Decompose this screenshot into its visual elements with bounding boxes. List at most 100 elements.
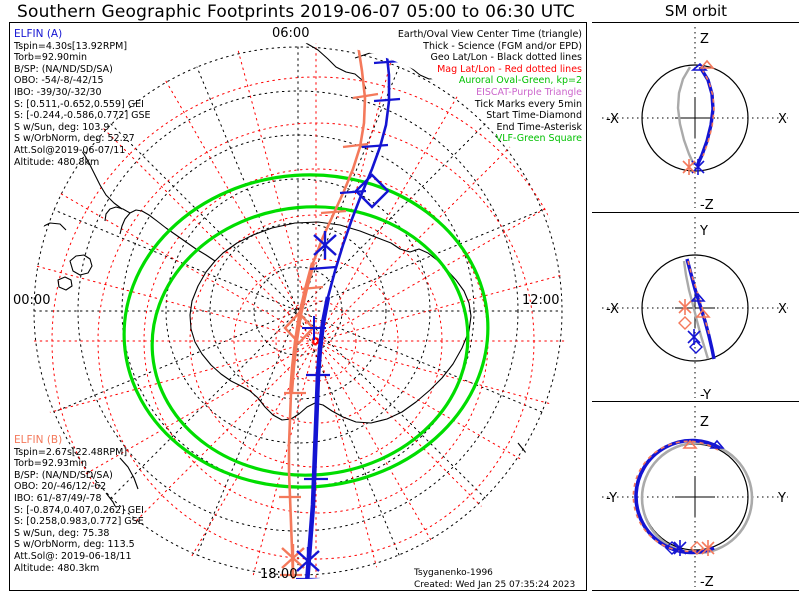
sm-orbit-panel-yz: Z -Z -Y Y: [592, 401, 799, 591]
axis-tick-cross-3: [675, 477, 715, 518]
sm-orbit-panel-xy: Y -Y -X X: [592, 211, 799, 402]
elfin-a-track: [296, 43, 401, 579]
sm-orange-triangle-1: [699, 59, 715, 69]
sm-axis-label-top-2: Y: [699, 224, 708, 239]
elfin-b-line-3: OBO: 20/-46/12/-62: [14, 481, 107, 493]
sm-gray-orbit-3: [640, 441, 754, 555]
elfin-a-line-5: S: [0.511,-0.652,0.559] GEI: [14, 98, 144, 110]
elfin-a-line-8: S w/OrbNorm, deg: 52.27: [14, 133, 135, 145]
elfin-b-end-asterisk: [281, 544, 305, 572]
sm-orange-orbit-2: [687, 260, 711, 337]
sm-orange-diamond-2: [678, 315, 692, 330]
sm-axis-label-right-2: X: [778, 302, 787, 317]
elfin-b-line-4: IBO: 61/-87/49/-78: [14, 492, 102, 504]
legend-item-4: Auroral Oval-Green, kp=2: [458, 75, 582, 87]
polar-map-plot: [30, 43, 566, 579]
legend-item-5: EISCAT-Purple Triangle: [476, 86, 582, 98]
legend-item-2: Geo Lat/Lon - Black dotted lines: [430, 52, 582, 64]
elfin-a-start-diamond: [354, 173, 390, 209]
sm-axis-label-left-2: -X: [606, 302, 619, 317]
elfin-a-end-asterisk: [296, 547, 320, 575]
sm-blue-diamond-2: [689, 339, 703, 354]
sm-orange-orbit-3: [632, 440, 719, 553]
elfin-a-line-6: S: [-0.244,-0.586,0.772] GSE: [14, 110, 151, 122]
sm-gray-orbit-1: [676, 66, 696, 166]
clock-label-left: 00:00: [13, 293, 51, 308]
legend-item-1: Thick - Science (FGM and/or EPD): [423, 40, 582, 52]
axis-tick-cross-1: [675, 98, 715, 138]
legend-item-3: Mag Lat/Lon - Red dotted lines: [437, 63, 582, 75]
sm-axis-label-top-1: Z: [700, 32, 709, 47]
elfin-b-name: ELFIN (B): [14, 434, 63, 446]
sm-axis-label-bottom-2: -Y: [700, 388, 711, 402]
clock-label-right: 12:00: [522, 293, 560, 308]
elfin-b-line-6: S: [0.258,0.983,0.772] GSE: [14, 516, 144, 528]
sm-axis-label-right-1: X: [778, 112, 787, 127]
elfin-b-line-10: Altitude: 480.3km: [14, 562, 100, 574]
elfin-a-pole-cross: [302, 316, 326, 340]
sm-orange-triangle-3: [682, 439, 698, 449]
sm-orbit-panels: Z -Z -X X: [592, 22, 799, 591]
clock-label-bottom: 18:00: [260, 567, 298, 582]
elfin-a-name: ELFIN (A): [14, 28, 63, 40]
sm-axis-label-top-3: Z: [700, 415, 709, 430]
sm-axis-label-left-3: -Y: [606, 491, 617, 506]
sm-orbit-panel-xz: Z -Z -X X: [592, 22, 799, 212]
legend-item-0: Earth/Oval View Center Time (triangle): [397, 29, 582, 40]
sm-blue-triangle-1: [690, 62, 708, 71]
elfin-b-line-2: B/SP: (NA/ND/SD/SA): [14, 469, 113, 481]
sm-blue-orbit-2: [685, 258, 716, 359]
elfin-b-center-triangle: [283, 311, 315, 345]
sm-axis-label-left-1: -X: [606, 112, 619, 127]
map-contents: [30, 43, 566, 579]
legend-item-9: VLF-Green Square: [495, 133, 582, 145]
sm-orange-diamond-3: [690, 541, 704, 556]
elfin-a-line-10: Altitude: 480.8km: [14, 156, 100, 168]
sm-blue-triangle-2: [690, 292, 706, 302]
legend-item-8: End Time-Asterisk: [496, 121, 582, 133]
elfin-a-line-1: Torb=92.90min: [14, 52, 88, 64]
elfin-a-center-asterisk: [313, 231, 337, 259]
clock-label-top: 06:00: [272, 26, 310, 41]
page-title: Southern Geographic Footprints 2019-06-0…: [16, 2, 575, 22]
elfin-b-line-0: Tspin=2.67s[22.48RPM]: [14, 446, 128, 458]
sm-axis-label-right-3: Y: [777, 491, 786, 506]
elfin-a-info-block: ELFIN (A) Tspin=4.30s[13.92RPM] Torb=92.…: [14, 28, 151, 168]
sm-blue-orbit-1: [695, 66, 715, 167]
elfin-b-line-9: Att.Sol@: 2019-06-18/11: [14, 550, 132, 562]
auroral-oval-inner: [150, 205, 470, 477]
elfin-b-line-8: S w/OrbNorm, deg: 113.5: [14, 539, 135, 551]
auroral-oval-outer: [122, 173, 490, 489]
elfin-a-line-9: Att.Sol@2019-06-07/11: [14, 144, 126, 156]
legend-item-7: Start Time-Diamond: [486, 110, 582, 122]
elfin-b-line-7: S w/Sun, deg: 75.38: [14, 527, 110, 539]
earth-circle-2: [641, 253, 749, 362]
model-name: Tsyganenko-1996: [414, 568, 493, 578]
elfin-b-info-block: ELFIN (B) Tspin=2.67s[22.48RPM] Torb=92.…: [14, 434, 144, 574]
sm-orange-triangle-2: [695, 308, 711, 318]
credits-block: Tsyganenko-1996 Created: Wed Jan 25 07:3…: [414, 568, 576, 590]
sm-orbit-title: SM orbit: [664, 2, 728, 20]
created-timestamp: Created: Wed Jan 25 07:35:24 2023: [414, 579, 576, 590]
elfin-a-line-3: OBO: -54/-8/-42/15: [14, 75, 104, 87]
sm-axis-label-bottom-3: -Z: [700, 575, 714, 590]
map-legend: Earth/Oval View Center Time (triangle) T…: [398, 29, 582, 145]
sm-gray-orbit-2: [682, 260, 710, 359]
sm-blue-triangle-3: [709, 439, 725, 449]
sm-orange-asterisk-1: [682, 159, 696, 175]
legend-item-6: Tick Marks every 5min: [474, 98, 582, 110]
sm-axis-label-bottom-1: -Z: [700, 198, 714, 212]
sm-orange-asterisk-3: [701, 540, 715, 557]
sm-blue-diamond-3: [665, 541, 679, 556]
footprint-map-panel: 06:00 00:00 12:00 18:00 ELFIN (A) Tspin=…: [9, 22, 587, 591]
elfin-b-line-1: Torb=92.93min: [14, 458, 88, 470]
sm-blue-asterisk-3: [673, 540, 687, 557]
elfin-b-track: [279, 43, 379, 579]
elfin-a-line-2: B/SP: (NA/ND/SD/SA): [14, 63, 113, 75]
sm-orange-asterisk-2: [678, 298, 692, 315]
elfin-a-line-0: Tspin=4.30s[13.92RPM]: [14, 40, 128, 52]
elfin-b-line-5: S: [-0.874,0.407,0.262] GEI: [14, 504, 144, 516]
elfin-a-line-4: IBO: -39/30/-32/30: [14, 86, 102, 98]
elfin-a-line-7: S w/Sun, deg: 103.9: [14, 121, 110, 133]
